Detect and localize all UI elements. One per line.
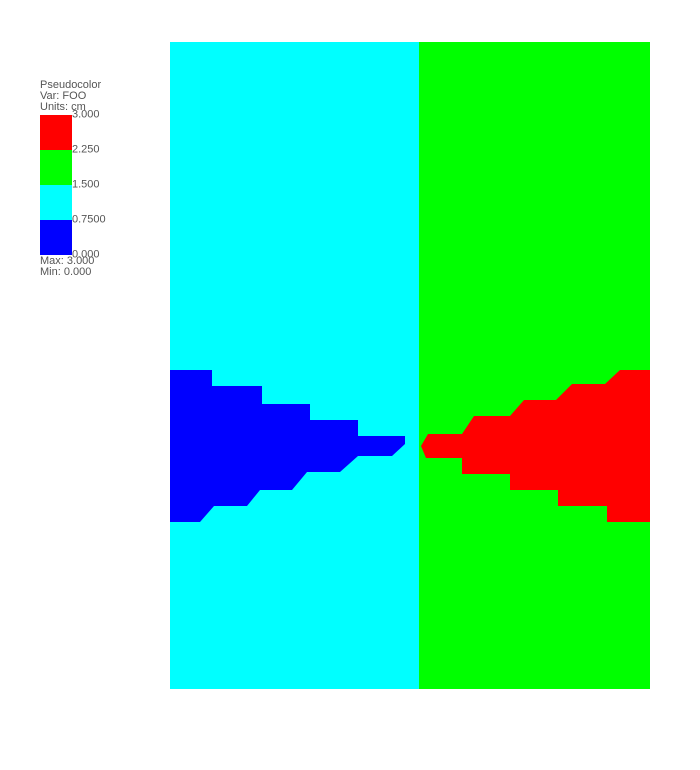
legend-range: Max: 3.000 Min: 0.000 bbox=[40, 256, 150, 278]
legend-title: Pseudocolor bbox=[40, 79, 102, 91]
left-wedge-region bbox=[170, 370, 405, 522]
colorbar: 3.000 2.250 1.500 0.7500 0.000 bbox=[40, 109, 120, 260]
legend-max: Max: 3.000 bbox=[40, 255, 95, 267]
right-wedge-region bbox=[421, 370, 650, 522]
colorbar-band-cyan bbox=[40, 185, 72, 220]
right-background-region bbox=[419, 42, 650, 689]
colorbar-band-red bbox=[40, 115, 72, 150]
legend: Pseudocolor Var: FOO Units: cm 3.000 2.2… bbox=[40, 80, 150, 278]
colorbar-tick-label: 0.000 bbox=[72, 248, 100, 261]
colorbar-tick-label: 0.7500 bbox=[72, 213, 106, 226]
colorbar-tick-label: 2.250 bbox=[72, 143, 100, 156]
colorbar-band-blue bbox=[40, 220, 72, 255]
legend-min: Min: 0.000 bbox=[40, 266, 92, 278]
left-background-region bbox=[170, 42, 419, 689]
legend-title-block: Pseudocolor Var: FOO Units: cm bbox=[40, 80, 150, 113]
colorbar-band-green bbox=[40, 150, 72, 185]
colorbar-tick-label: 3.000 bbox=[72, 108, 100, 121]
legend-units: Units: cm bbox=[40, 101, 86, 113]
legend-variable: Var: FOO bbox=[40, 90, 87, 102]
colorbar-tick-label: 1.500 bbox=[72, 178, 100, 191]
